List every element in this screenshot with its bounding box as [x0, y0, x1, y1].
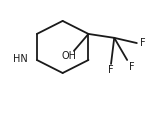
Text: F: F [129, 61, 135, 72]
Text: OH: OH [62, 51, 77, 61]
Text: HN: HN [13, 54, 28, 64]
Text: F: F [140, 38, 146, 48]
Text: F: F [108, 65, 114, 75]
